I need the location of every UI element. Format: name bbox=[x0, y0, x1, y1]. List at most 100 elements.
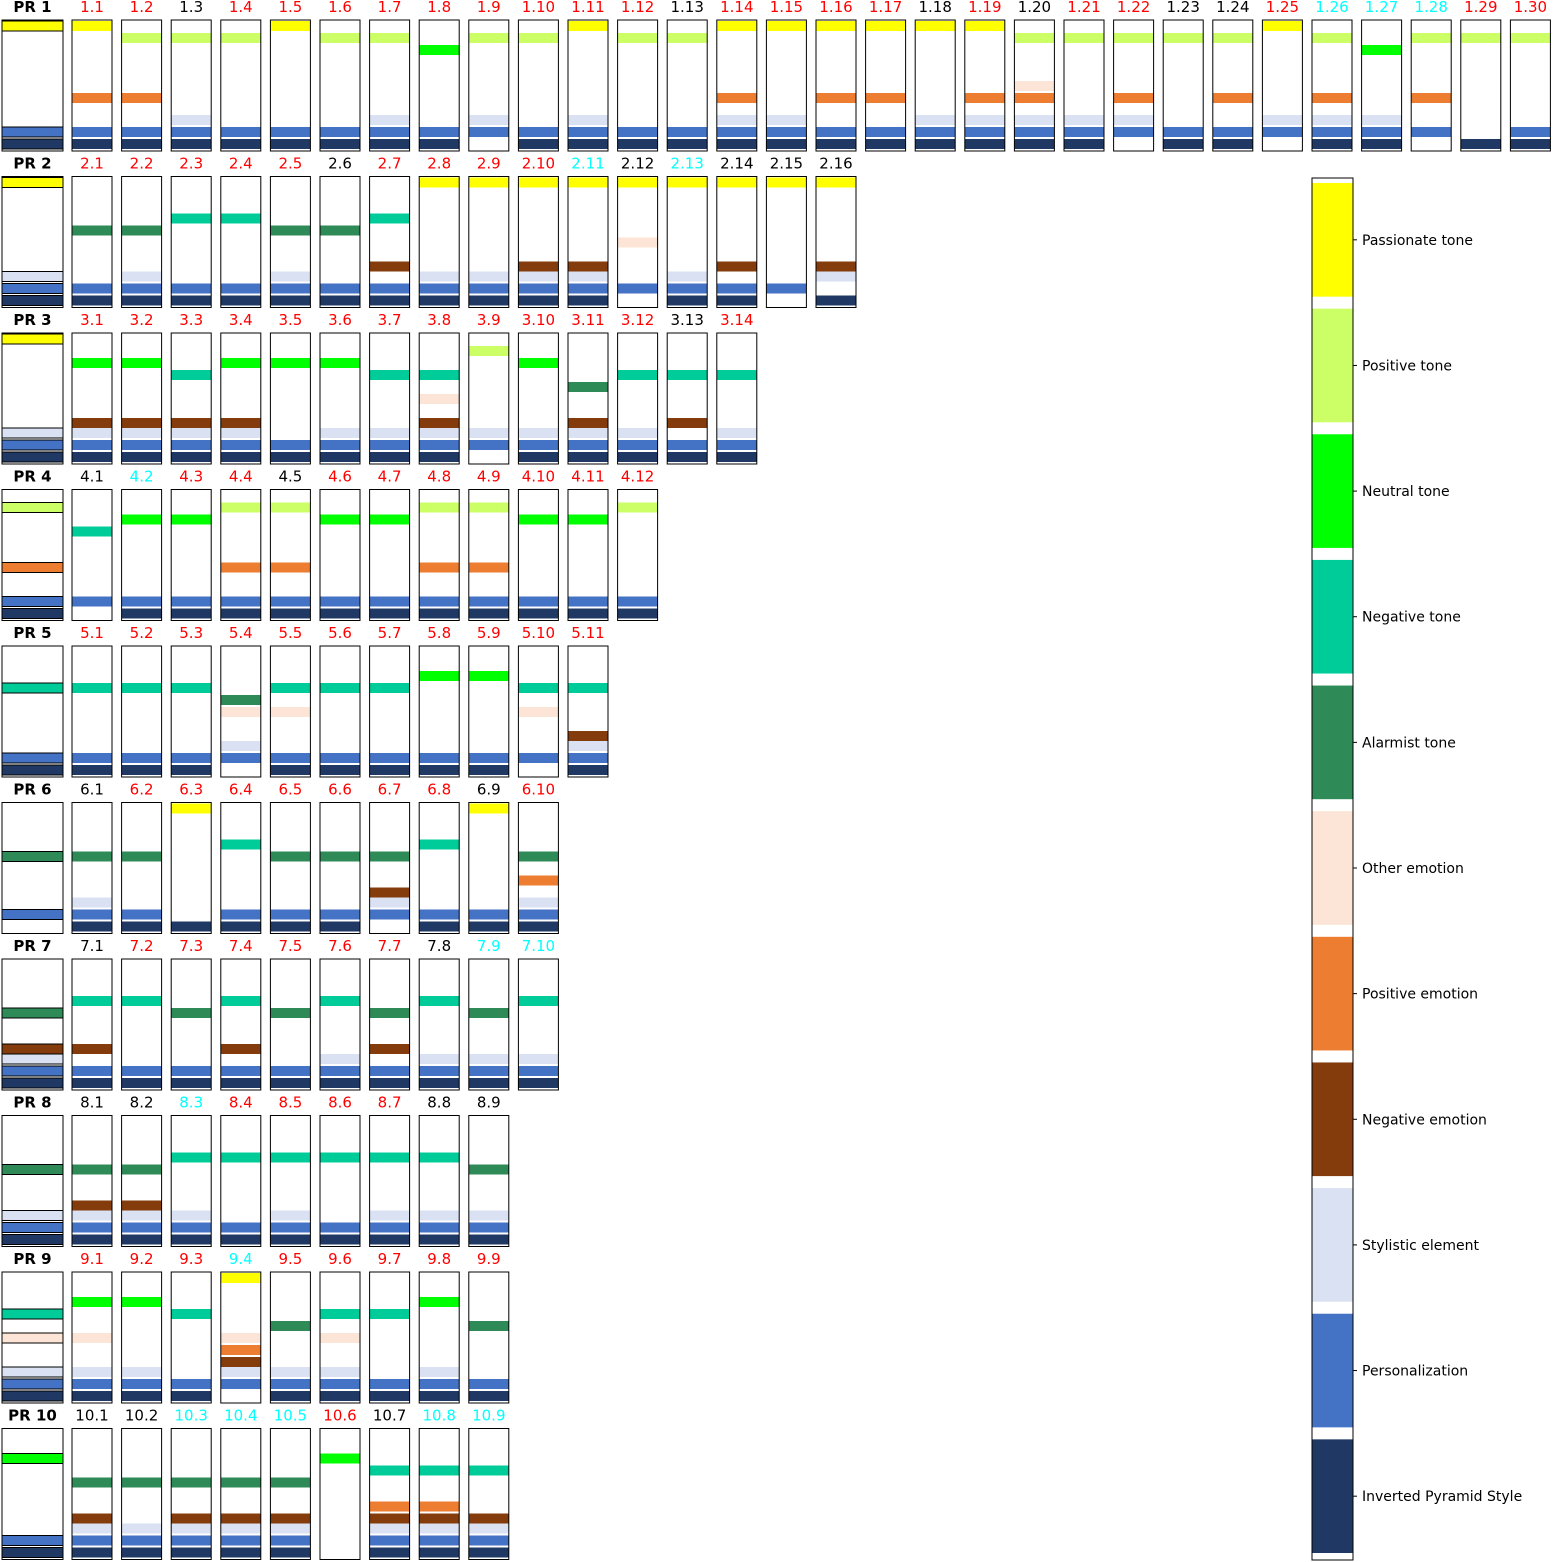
item-9-1-band-neutral-tone bbox=[72, 1297, 112, 1307]
item-5-8-band-personalization bbox=[419, 753, 460, 763]
item-8-5-band-negative-tone bbox=[270, 1152, 311, 1163]
item-6-10-band-alarmist-tone bbox=[518, 851, 559, 862]
item-1-26-frame bbox=[1311, 19, 1353, 152]
pr-9-reference-frame bbox=[1, 1271, 64, 1404]
item-1-19-band-inverted-pyramid bbox=[964, 139, 1005, 149]
item-7-4-band-negative-emotion bbox=[220, 1044, 261, 1054]
item-8-9-band-stylistic-element bbox=[468, 1210, 509, 1221]
item-label-1-6: 1.6 bbox=[328, 0, 352, 16]
item-4-7-band-inverted-pyramid bbox=[369, 608, 410, 619]
item-3-4-band-stylistic-element bbox=[220, 428, 261, 438]
item-label-1-25: 1.25 bbox=[1266, 0, 1299, 16]
item-9-3-band-personalization bbox=[171, 1379, 212, 1389]
item-3-13-band-inverted-pyramid bbox=[667, 452, 708, 462]
pr-4-label: PR 4 bbox=[13, 468, 51, 486]
item-7-4-band-negative-tone bbox=[220, 996, 261, 1006]
item-3-7-band-personalization bbox=[369, 440, 410, 450]
item-10-5-band-alarmist-tone bbox=[270, 1477, 311, 1488]
item-9-3-frame bbox=[170, 1271, 212, 1404]
item-8-8-band-personalization bbox=[419, 1222, 460, 1233]
item-2-16-band-negative-emotion bbox=[816, 261, 856, 272]
item-3-14-band-negative-tone bbox=[716, 370, 757, 380]
item-6-5-frame bbox=[269, 802, 311, 934]
item-7-5-band-alarmist-tone bbox=[270, 1008, 311, 1018]
item-3-1-band-neutral-tone bbox=[72, 358, 112, 368]
item-label-7-6: 7.6 bbox=[328, 937, 352, 955]
item-6-6-band-personalization bbox=[320, 909, 360, 920]
item-9-9-band-alarmist-tone bbox=[468, 1321, 509, 1331]
item-label-1-12: 1.12 bbox=[621, 0, 654, 16]
item-9-5-frame bbox=[269, 1271, 311, 1404]
item-1-16-band-passionate-tone bbox=[816, 21, 856, 31]
item-10-7-band-inverted-pyramid bbox=[369, 1547, 410, 1558]
legend-label-positive-tone: Positive tone bbox=[1362, 358, 1452, 374]
item-7-8-band-stylistic-element bbox=[419, 1054, 460, 1064]
item-8-1-band-negative-emotion bbox=[72, 1200, 112, 1211]
item-10-6-frame bbox=[319, 1428, 361, 1560]
item-label-1-10: 1.10 bbox=[522, 0, 555, 16]
item-10-4-band-negative-emotion bbox=[220, 1513, 261, 1524]
item-1-12-frame bbox=[617, 19, 659, 152]
item-7-6-band-negative-tone bbox=[320, 996, 360, 1006]
item-1-7-frame bbox=[369, 19, 411, 152]
item-7-2-band-negative-tone bbox=[121, 996, 162, 1006]
item-4-4-frame bbox=[220, 489, 262, 621]
item-6-10-band-positive-emotion bbox=[518, 875, 559, 886]
item-5-4-band-personalization bbox=[220, 753, 261, 763]
item-10-3-band-stylistic-element bbox=[171, 1523, 212, 1534]
item-8-8-band-inverted-pyramid bbox=[419, 1234, 460, 1245]
item-label-8-3: 8.3 bbox=[179, 1094, 203, 1112]
pr-7-reference-band-stylistic-element bbox=[1, 1053, 64, 1065]
pr-9-reference-band-other-emotion bbox=[1, 1332, 64, 1344]
item-6-6-band-alarmist-tone bbox=[320, 851, 360, 862]
legend-label-negative-tone: Negative tone bbox=[1362, 610, 1461, 626]
item-label-3-7: 3.7 bbox=[378, 311, 402, 329]
item-7-3-band-alarmist-tone bbox=[171, 1008, 212, 1018]
item-1-27-band-inverted-pyramid bbox=[1361, 139, 1402, 149]
item-8-9-band-alarmist-tone bbox=[468, 1164, 509, 1175]
item-2-3-frame bbox=[170, 176, 212, 308]
pr-5-reference-band-inverted-pyramid bbox=[1, 764, 64, 776]
item-label-2-2: 2.2 bbox=[130, 155, 154, 173]
item-label-7-9: 7.9 bbox=[477, 937, 501, 955]
item-2-16-frame bbox=[815, 176, 857, 308]
item-label-4-9: 4.9 bbox=[477, 468, 501, 486]
item-label-9-8: 9.8 bbox=[427, 1250, 451, 1268]
item-7-1-band-negative-emotion bbox=[72, 1044, 112, 1054]
legend-label-personalization: Personalization bbox=[1362, 1364, 1468, 1380]
item-1-4-frame bbox=[220, 19, 262, 152]
legend-swatch-neutral-tone bbox=[1312, 434, 1353, 548]
item-9-1-band-inverted-pyramid bbox=[72, 1391, 112, 1401]
item-6-7-band-negative-emotion bbox=[369, 887, 410, 898]
item-7-3-band-personalization bbox=[171, 1066, 212, 1076]
item-label-4-3: 4.3 bbox=[179, 468, 203, 486]
item-1-20-band-positive-tone bbox=[1014, 33, 1055, 43]
item-label-7-1: 7.1 bbox=[80, 937, 104, 955]
item-6-3-band-passionate-tone bbox=[171, 803, 212, 814]
item-1-14-band-positive-emotion bbox=[716, 93, 757, 103]
item-5-5-band-inverted-pyramid bbox=[270, 765, 311, 775]
item-label-5-3: 5.3 bbox=[179, 624, 203, 642]
item-9-4-band-negative-emotion bbox=[220, 1357, 261, 1367]
item-5-10-band-other-emotion bbox=[518, 707, 559, 717]
item-9-9-frame bbox=[468, 1271, 510, 1404]
item-9-7-band-personalization bbox=[369, 1379, 410, 1389]
item-1-14-frame bbox=[716, 19, 758, 152]
item-label-4-12: 4.12 bbox=[621, 468, 654, 486]
item-label-1-9: 1.9 bbox=[477, 0, 501, 16]
item-5-8-band-neutral-tone bbox=[419, 671, 460, 681]
item-5-7-band-negative-tone bbox=[369, 683, 410, 693]
item-1-7-band-inverted-pyramid bbox=[369, 139, 410, 149]
legend-label-positive-emotion: Positive emotion bbox=[1362, 987, 1478, 1003]
item-2-15-band-personalization bbox=[766, 283, 807, 294]
item-1-28-band-personalization bbox=[1411, 127, 1452, 137]
item-4-10-band-personalization bbox=[518, 596, 559, 607]
item-3-8-frame bbox=[418, 332, 460, 465]
legend-swatch-inverted-pyramid bbox=[1312, 1439, 1353, 1553]
item-1-9-band-stylistic-element bbox=[468, 115, 509, 125]
item-3-12-frame bbox=[617, 332, 659, 465]
item-1-22-band-positive-tone bbox=[1113, 33, 1154, 43]
item-1-15-band-passionate-tone bbox=[766, 21, 807, 31]
item-5-4-frame bbox=[220, 645, 262, 778]
item-1-20-band-other-emotion bbox=[1014, 81, 1055, 91]
